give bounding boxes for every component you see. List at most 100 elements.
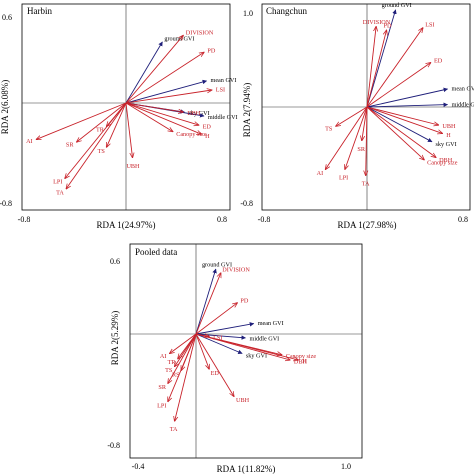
explanatory-label-h: H: [302, 358, 307, 365]
explanatory-vector-sr: [77, 102, 127, 142]
x-axis-label: RDA 1(11.82%): [217, 464, 276, 474]
explanatory-label-sr: SR: [158, 384, 166, 391]
explanatory-vector-canopy-size: [125, 102, 173, 132]
explanatory-vector-ed: [366, 63, 431, 108]
explanatory-label-ts: TS: [165, 367, 173, 374]
response-vector-sky-gvi: [195, 333, 243, 354]
response-vector-middle-gvi: [366, 102, 449, 108]
response-vector-mean-gvi: [125, 79, 208, 104]
explanatory-label-ta: TA: [170, 426, 178, 433]
response-label-middle-gvi: middle GVI: [208, 114, 238, 121]
explanatory-label-lpi: LPI: [157, 403, 166, 410]
y-tick-top: 1.0: [243, 9, 253, 18]
explanatory-label-ts: TS: [98, 148, 106, 155]
response-label-ground-gvi: ground GVI: [202, 261, 232, 268]
explanatory-label-ed: ED: [211, 370, 220, 377]
explanatory-label-canopy-size: Canopy size: [286, 353, 317, 360]
y-tick-bottom: -0.8: [240, 199, 253, 208]
explanatory-label-canopy-size: Canopy size: [427, 160, 458, 167]
y-tick-bottom: -0.8: [0, 199, 12, 208]
explanatory-vector-lpi: [65, 102, 127, 178]
explanatory-vector-ai: [325, 106, 368, 169]
x-tick-right: 0.8: [217, 215, 227, 224]
vector-layer: ground GVI mean GVI middle GVI sky GVI DIVIS…: [317, 2, 474, 187]
explanatory-vector-lsi: [125, 90, 212, 104]
explanatory-label-ta: TA: [362, 181, 370, 188]
explanatory-label-lsi: LSI: [213, 335, 222, 342]
explanatory-vector-h: [195, 333, 298, 360]
explanatory-label-lsi: LSI: [425, 22, 434, 29]
explanatory-vector-ai: [170, 333, 197, 354]
explanatory-label-ta: TA: [56, 189, 64, 196]
explanatory-vector-ta: [175, 333, 197, 421]
response-label-sky-gvi: sky GVI: [189, 110, 210, 117]
explanatory-vector-h: [366, 106, 442, 133]
explanatory-label-ai: AI: [160, 353, 167, 360]
explanatory-label-division: DIVISION: [186, 30, 214, 37]
explanatory-label-tr: TR: [168, 359, 177, 366]
explanatory-label-pd: PD: [207, 47, 215, 54]
explanatory-vector-division: [366, 27, 376, 108]
response-vector-ground-gvi: [366, 9, 397, 108]
explanatory-vector-sr: [168, 333, 197, 383]
explanatory-vector-dbh: [366, 106, 436, 157]
explanatory-vector-ts: [336, 106, 368, 126]
response-label-sky-gvi: sky GVI: [436, 141, 457, 148]
explanatory-label-h: H: [205, 133, 210, 140]
explanatory-label-ubh: UBH: [126, 163, 140, 170]
explanatory-label-dbh: DBH: [294, 358, 308, 365]
explanatory-label-ed: ED: [434, 58, 443, 65]
explanatory-vector-lpi: [168, 333, 197, 402]
y-axis-label: RDA 2(7.94%): [242, 83, 252, 138]
explanatory-vector-ta: [66, 102, 127, 189]
response-label-mean-gvi: mean GVI: [452, 85, 474, 92]
explanatory-label-dbh: DBH: [187, 110, 201, 117]
response-label-sky-gvi: sky GVI: [246, 352, 267, 359]
explanatory-label-lpi: LPI: [53, 179, 62, 186]
explanatory-label-ai: AI: [26, 138, 33, 145]
plot-frame: [129, 243, 363, 459]
explanatory-label-h: H: [446, 132, 451, 139]
explanatory-vector-ed: [195, 333, 209, 369]
explanatory-label-ed: ED: [203, 124, 212, 131]
explanatory-vector-ai: [36, 102, 127, 139]
explanatory-label-ai: AI: [317, 170, 324, 177]
panel-pooled-data: Pooled data 0.6 -0.8 -0.4 1.0 RDA 1(11.8…: [107, 243, 363, 474]
explanatory-vector-pd: [366, 30, 387, 108]
x-tick-left: -0.4: [132, 462, 145, 471]
explanatory-vector-pd: [195, 303, 237, 335]
response-label-ground-gvi: ground GVI: [382, 2, 412, 9]
panel-changchun: Changchun 1.0 -0.8 -0.8 0.8 RDA 1(27.98%…: [240, 2, 474, 230]
y-axis-label: RDA 2(5.29%): [110, 311, 120, 366]
explanatory-vector-ed: [125, 102, 199, 125]
explanatory-vector-division: [125, 35, 183, 104]
explanatory-label-tr: TR: [96, 127, 105, 134]
explanatory-vector-division: [195, 273, 221, 335]
response-label-mean-gvi: mean GVI: [211, 77, 237, 84]
explanatory-vector-ubh: [125, 102, 133, 158]
explanatory-vector-ubh: [366, 106, 439, 125]
y-tick-top: 0.6: [110, 257, 120, 266]
explanatory-label-pd: PD: [384, 23, 392, 30]
panel-harbin: Harbin 0.6 -0.8 -0.8 0.8 RDA 1(24.97%) R…: [0, 3, 238, 230]
x-tick-right: 0.8: [458, 215, 468, 224]
explanatory-label-ts: TS: [325, 126, 333, 133]
explanatory-label-division: DIVISION: [363, 19, 391, 26]
explanatory-label-dbh: DBH: [439, 157, 453, 164]
explanatory-label-lsi: LSI: [216, 87, 225, 94]
explanatory-label-sr: SR: [66, 142, 74, 149]
panel-title: Harbin: [27, 6, 52, 16]
y-tick-bottom: -0.8: [107, 441, 120, 450]
explanatory-vector-lsi: [366, 28, 423, 108]
explanatory-label-lpi: LPI: [339, 174, 348, 181]
explanatory-vector-lpi: [345, 106, 368, 169]
x-axis-label: RDA 1(27.98%): [338, 220, 397, 230]
panel-title: Pooled data: [135, 247, 177, 257]
response-label-middle-gvi: middle GVI: [250, 335, 280, 342]
response-vector-mean-gvi: [366, 87, 449, 108]
explanatory-label-division: DIVISION: [222, 266, 250, 273]
explanatory-vector-dbh: [125, 102, 183, 112]
explanatory-label-canopy-size: Canopy size: [176, 131, 207, 138]
